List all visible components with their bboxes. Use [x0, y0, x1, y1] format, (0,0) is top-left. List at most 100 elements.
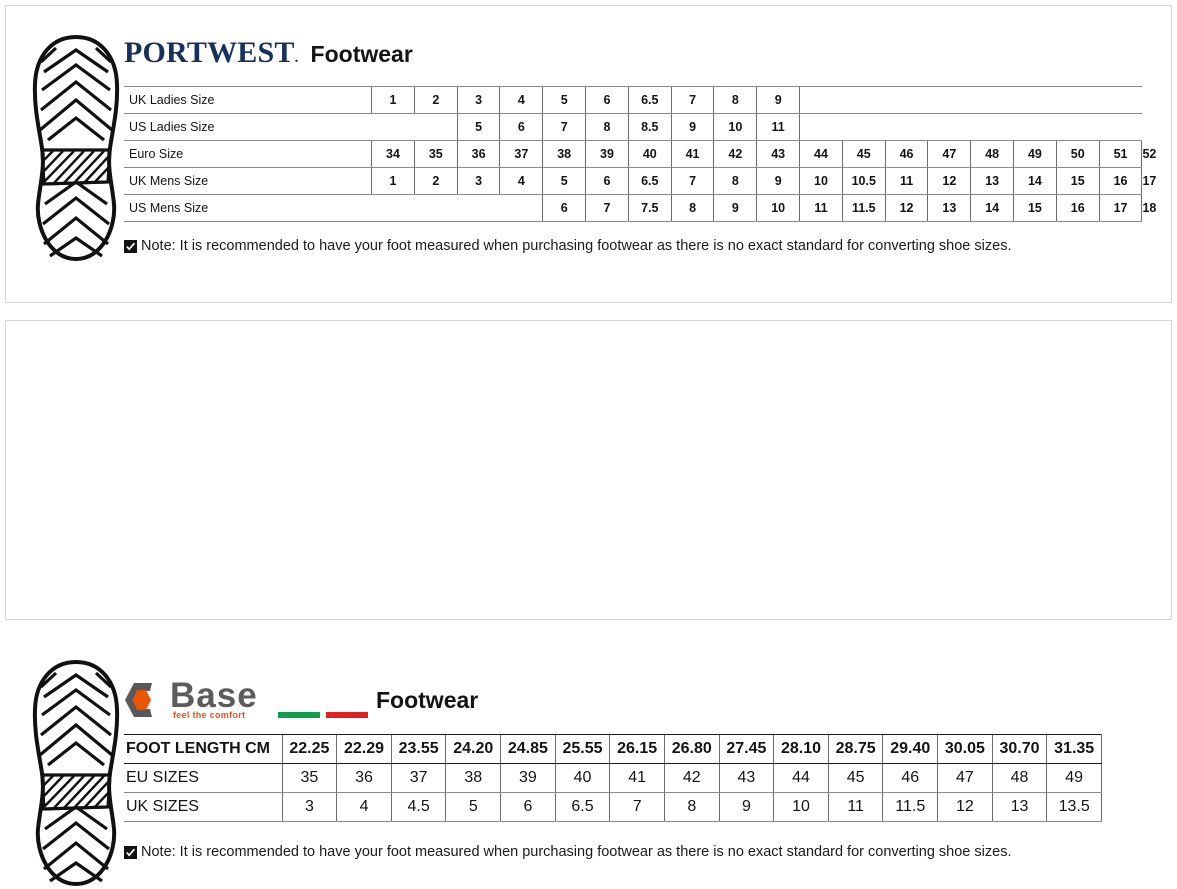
table-cell: 14 [1013, 167, 1057, 195]
table-cell: 11 [827, 792, 883, 822]
table-cell [328, 140, 372, 168]
table-cell: 7 [670, 86, 714, 114]
table-row: Euro Size 34 35 36 37 38 39 40 41 42 43 44 45 46 47 48 4… [124, 140, 1156, 168]
base-brand-row: Base feel the comfort Footwear [124, 676, 1144, 724]
table-cell: 24.85 [500, 734, 556, 764]
table-cell: 38 [445, 763, 501, 793]
table-cell: 8 [585, 113, 629, 141]
row-label: EU SIZES [124, 763, 283, 793]
table-cell: 10 [713, 113, 757, 141]
table-cell: 10 [756, 194, 800, 222]
table-cell: 47 [937, 763, 993, 793]
table-cell: 36 [456, 140, 500, 168]
table-cell [1013, 113, 1057, 141]
table-cell: 28.10 [773, 734, 829, 764]
table-cell: 15 [1055, 167, 1100, 195]
table-cell: 7 [609, 792, 665, 822]
table-cell: 6 [585, 167, 629, 195]
table-cell: 6.5 [554, 792, 610, 822]
table-cell: 28.75 [827, 734, 883, 764]
portwest-title-suffix: Footwear [310, 41, 413, 67]
table-row: UK SIZES 3 4 4.5 5 6 6.5 7 8 9 10 11 11.5 12 13 13.5 [124, 792, 1102, 822]
table-cell [1099, 86, 1142, 114]
table-cell: 13 [991, 792, 1047, 822]
row-label: UK SIZES [124, 792, 283, 822]
table-cell: 11 [884, 167, 928, 195]
table-cell: 5 [542, 86, 586, 114]
table-cell: 39 [500, 763, 556, 793]
table-cell [499, 194, 543, 222]
table-cell: 35 [281, 763, 337, 793]
table-cell: 43 [718, 763, 774, 793]
base-note-text: Note: It is recommended to have your foo… [141, 844, 1012, 860]
table-cell [286, 194, 329, 222]
table-row: EU SIZES 35 36 37 38 39 40 41 42 43 44 45 46 47 48 49 [124, 763, 1102, 793]
table-cell: 45 [841, 140, 886, 168]
table-cell: 10.5 [841, 167, 886, 195]
table-cell: 48 [991, 763, 1047, 793]
table-cell: 8 [670, 194, 714, 222]
table-cell: 6.5 [627, 167, 672, 195]
table-cell [286, 167, 329, 195]
checkbox-checked-icon [124, 846, 137, 863]
table-cell: 29.40 [882, 734, 938, 764]
table-cell [842, 86, 886, 114]
table-cell: 10 [799, 167, 843, 195]
row-label: FOOT LENGTH CM [124, 734, 283, 764]
table-cell [927, 113, 971, 141]
table-cell: 6.5 [627, 86, 672, 114]
table-cell: 12 [927, 167, 971, 195]
table-cell: 14 [970, 194, 1014, 222]
table-cell: 9 [713, 194, 757, 222]
row-label: UK Ladies Size [124, 86, 286, 114]
table-cell: 11 [799, 194, 843, 222]
table-cell: 11.5 [841, 194, 886, 222]
table-cell [457, 194, 500, 222]
table-cell: 13 [970, 167, 1014, 195]
table-cell: 37 [499, 140, 543, 168]
table-cell [799, 86, 843, 114]
table-cell: 31.35 [1046, 734, 1102, 764]
table-cell: 43 [756, 140, 800, 168]
table-row: UK Mens Size 1 2 3 4 5 6 6.5 7 8 9 10 10.5 11 12 13 14 15… [124, 167, 1156, 195]
trademark-mark: . [294, 50, 299, 66]
portwest-brand-row: PORTWEST. Footwear [124, 38, 1144, 78]
table-cell: 12 [937, 792, 993, 822]
table-cell: 34 [371, 140, 415, 168]
table-cell: 41 [670, 140, 714, 168]
table-cell: 48 [970, 140, 1014, 168]
table-cell: 9 [756, 86, 801, 114]
table-cell [371, 194, 415, 222]
table-cell: 8.5 [627, 113, 672, 141]
table-cell: 36 [336, 763, 392, 793]
base-size-table: FOOT LENGTH CM 22.25 22.29 23.55 24.20 24.85 2… [124, 734, 1102, 822]
table-cell: 3 [456, 86, 500, 114]
table-cell: 4 [499, 86, 543, 114]
table-cell: 40 [554, 763, 610, 793]
table-cell: 8 [713, 86, 757, 114]
row-label: US Mens Size [124, 194, 286, 222]
base-wordmark: Base feel the comfort [170, 678, 368, 722]
table-cell [328, 167, 372, 195]
table-cell: 8 [713, 167, 757, 195]
table-cell: 12 [884, 194, 928, 222]
table-cell: 26.80 [663, 734, 720, 764]
table-cell: 44 [799, 140, 843, 168]
checkbox-checked-icon [124, 240, 137, 257]
portwest-note-text: Note: It is recommended to have your foo… [141, 238, 1012, 254]
table-cell: 6 [542, 194, 586, 222]
table-cell: 7.5 [627, 194, 672, 222]
table-cell: 5 [542, 167, 586, 195]
table-row: US Ladies Size 5 6 7 8 8.5 9 10 11 [124, 113, 1142, 141]
table-cell [286, 86, 329, 114]
table-cell: 10 [773, 792, 829, 822]
table-cell: 30.05 [937, 734, 993, 764]
table-row: US Mens Size 6 7 7.5 8 9 10 11 11.5 12 13 14 15 16 17 1… [124, 194, 1156, 222]
table-cell: 5 [456, 113, 500, 141]
table-cell: 11 [756, 113, 801, 141]
table-cell [885, 113, 928, 141]
table-cell [414, 113, 458, 141]
table-row: UK Ladies Size 1 2 3 4 5 6 6.5 7 8 9 [124, 86, 1142, 114]
table-cell: 45 [827, 763, 883, 793]
portwest-note: Note: It is recommended to have your foo… [124, 238, 1144, 257]
